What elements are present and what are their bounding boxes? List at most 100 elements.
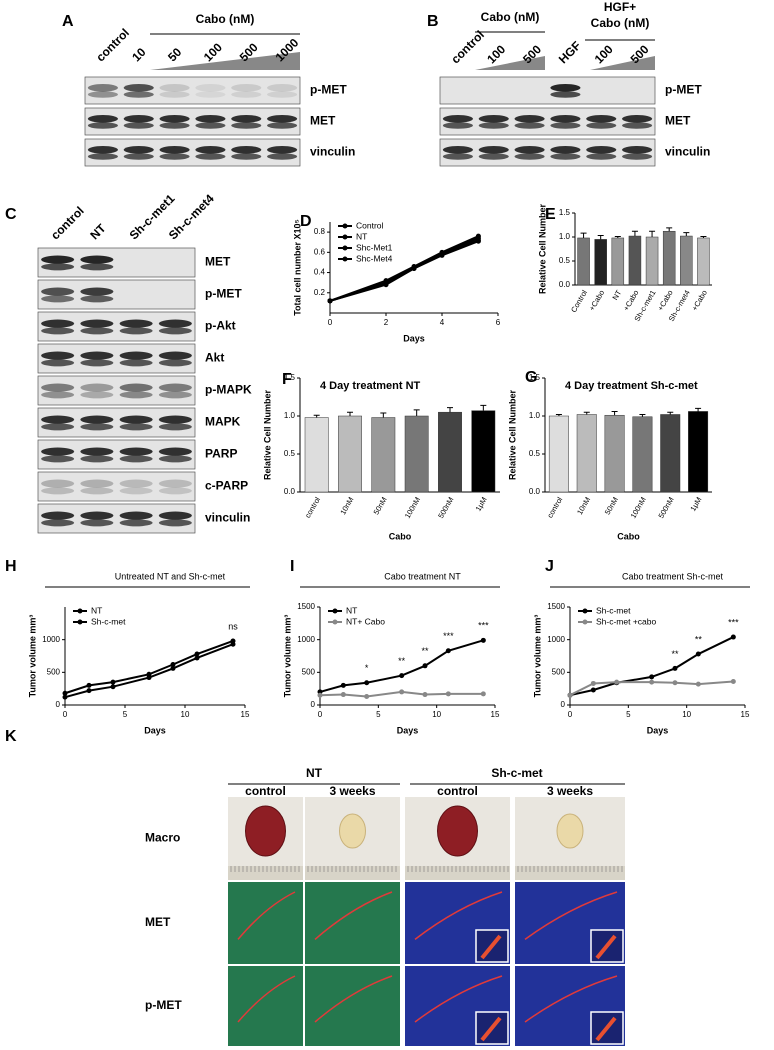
blot-band bbox=[159, 146, 190, 154]
data-point bbox=[672, 665, 678, 671]
chart-title: 4 Day treatment NT bbox=[320, 380, 421, 392]
blot-band bbox=[80, 319, 114, 328]
ruler bbox=[305, 866, 400, 880]
legend-label: NT bbox=[346, 605, 357, 615]
blot-band bbox=[80, 415, 114, 424]
blot-band bbox=[80, 359, 114, 367]
x-tick-label: 5 bbox=[123, 710, 128, 719]
x-tick-label: 0 bbox=[328, 318, 333, 327]
bar bbox=[338, 415, 362, 493]
legend-marker bbox=[332, 619, 338, 625]
error-bar bbox=[666, 227, 673, 232]
data-point bbox=[327, 298, 333, 304]
significance-label: ** bbox=[695, 634, 703, 644]
legend-marker bbox=[342, 234, 348, 240]
data-point bbox=[730, 634, 736, 640]
legend-label: Shc-Met1 bbox=[356, 242, 393, 252]
blot-row-label: vinculin bbox=[665, 145, 710, 159]
significance-label: ** bbox=[398, 656, 406, 666]
bar bbox=[471, 410, 496, 493]
error-bar bbox=[555, 413, 562, 416]
x-tick-label: 10nM bbox=[575, 495, 592, 516]
data-point bbox=[399, 689, 405, 695]
blot-band bbox=[123, 84, 154, 92]
y-tick-label: 1.5 bbox=[284, 373, 296, 382]
panel-letter: B bbox=[427, 13, 439, 30]
error-bar bbox=[611, 410, 618, 416]
bar bbox=[632, 416, 653, 493]
blot-band bbox=[158, 447, 192, 456]
x-axis-label: Days bbox=[403, 333, 425, 343]
blot-band bbox=[586, 122, 617, 129]
lane-label: 50 bbox=[165, 45, 185, 65]
blot-band bbox=[41, 319, 75, 328]
blot-band bbox=[158, 511, 192, 520]
blot-band bbox=[41, 415, 75, 424]
blot-band bbox=[80, 295, 114, 303]
significance-label: ns bbox=[228, 621, 238, 631]
blot-band bbox=[158, 327, 192, 335]
significance-label: *** bbox=[478, 621, 489, 631]
micrograph bbox=[228, 966, 303, 1046]
bar bbox=[662, 230, 676, 286]
x-tick-label: 1μM bbox=[688, 495, 703, 512]
x-tick-label: 50nM bbox=[603, 495, 620, 516]
blot-row-label: PARP bbox=[205, 447, 237, 461]
blot-band bbox=[119, 519, 153, 527]
bar bbox=[604, 414, 625, 493]
y-tick-label: 1.5 bbox=[559, 208, 571, 217]
vessel-stain bbox=[237, 891, 296, 940]
blot-band bbox=[80, 263, 114, 271]
panel-letter: I bbox=[290, 558, 294, 575]
data-point bbox=[439, 252, 445, 258]
bar bbox=[611, 237, 625, 286]
blot-header: Cabo (nM) bbox=[591, 16, 650, 30]
data-point bbox=[230, 641, 236, 647]
blot-band bbox=[80, 255, 114, 264]
blot-band bbox=[80, 511, 114, 520]
significance-label: * bbox=[365, 663, 369, 673]
bar bbox=[304, 417, 329, 493]
vessel-stain bbox=[414, 891, 503, 940]
error-bar bbox=[347, 411, 353, 416]
blot-row-label: p-MET bbox=[205, 287, 242, 301]
error-bar bbox=[683, 232, 690, 237]
x-tick-label: 10 bbox=[181, 710, 190, 719]
lane-label: HGF bbox=[556, 39, 584, 67]
blot-band bbox=[80, 455, 114, 463]
data-point bbox=[649, 679, 655, 685]
legend-label: NT bbox=[91, 605, 102, 615]
lane-label: 100 bbox=[592, 42, 616, 66]
y-tick-label: 0.8 bbox=[314, 227, 326, 236]
blot-band bbox=[442, 146, 473, 154]
x-axis-label: Cabo bbox=[389, 531, 412, 541]
blot-band bbox=[119, 327, 153, 335]
micrograph-overlay bbox=[228, 882, 303, 964]
blot-band bbox=[80, 327, 114, 335]
x-tick-label: 5 bbox=[376, 710, 381, 719]
blot-row-label: vinculin bbox=[310, 145, 355, 159]
significance-label: *** bbox=[728, 617, 739, 627]
blot-band bbox=[158, 487, 192, 495]
blot-band bbox=[586, 115, 617, 123]
blot-band bbox=[80, 487, 114, 495]
blot-band bbox=[442, 115, 473, 123]
blot-band bbox=[586, 146, 617, 154]
blot-header: Cabo (nM) bbox=[481, 10, 540, 24]
blot-band bbox=[478, 122, 509, 129]
row-label: Macro bbox=[145, 831, 180, 845]
blot-band bbox=[119, 447, 153, 456]
data-point bbox=[86, 688, 92, 694]
y-tick-label: 0 bbox=[311, 700, 316, 709]
legend-marker bbox=[77, 608, 83, 614]
y-tick-label: 500 bbox=[47, 667, 61, 676]
micrograph-overlay bbox=[228, 966, 303, 1046]
concentration-wedge bbox=[150, 52, 300, 70]
blot-band bbox=[442, 153, 473, 160]
blot-band bbox=[80, 423, 114, 431]
concentration-wedge bbox=[475, 56, 545, 70]
blot-band bbox=[158, 415, 192, 424]
x-tick-label: 6 bbox=[496, 318, 501, 327]
blot-band bbox=[87, 115, 118, 123]
